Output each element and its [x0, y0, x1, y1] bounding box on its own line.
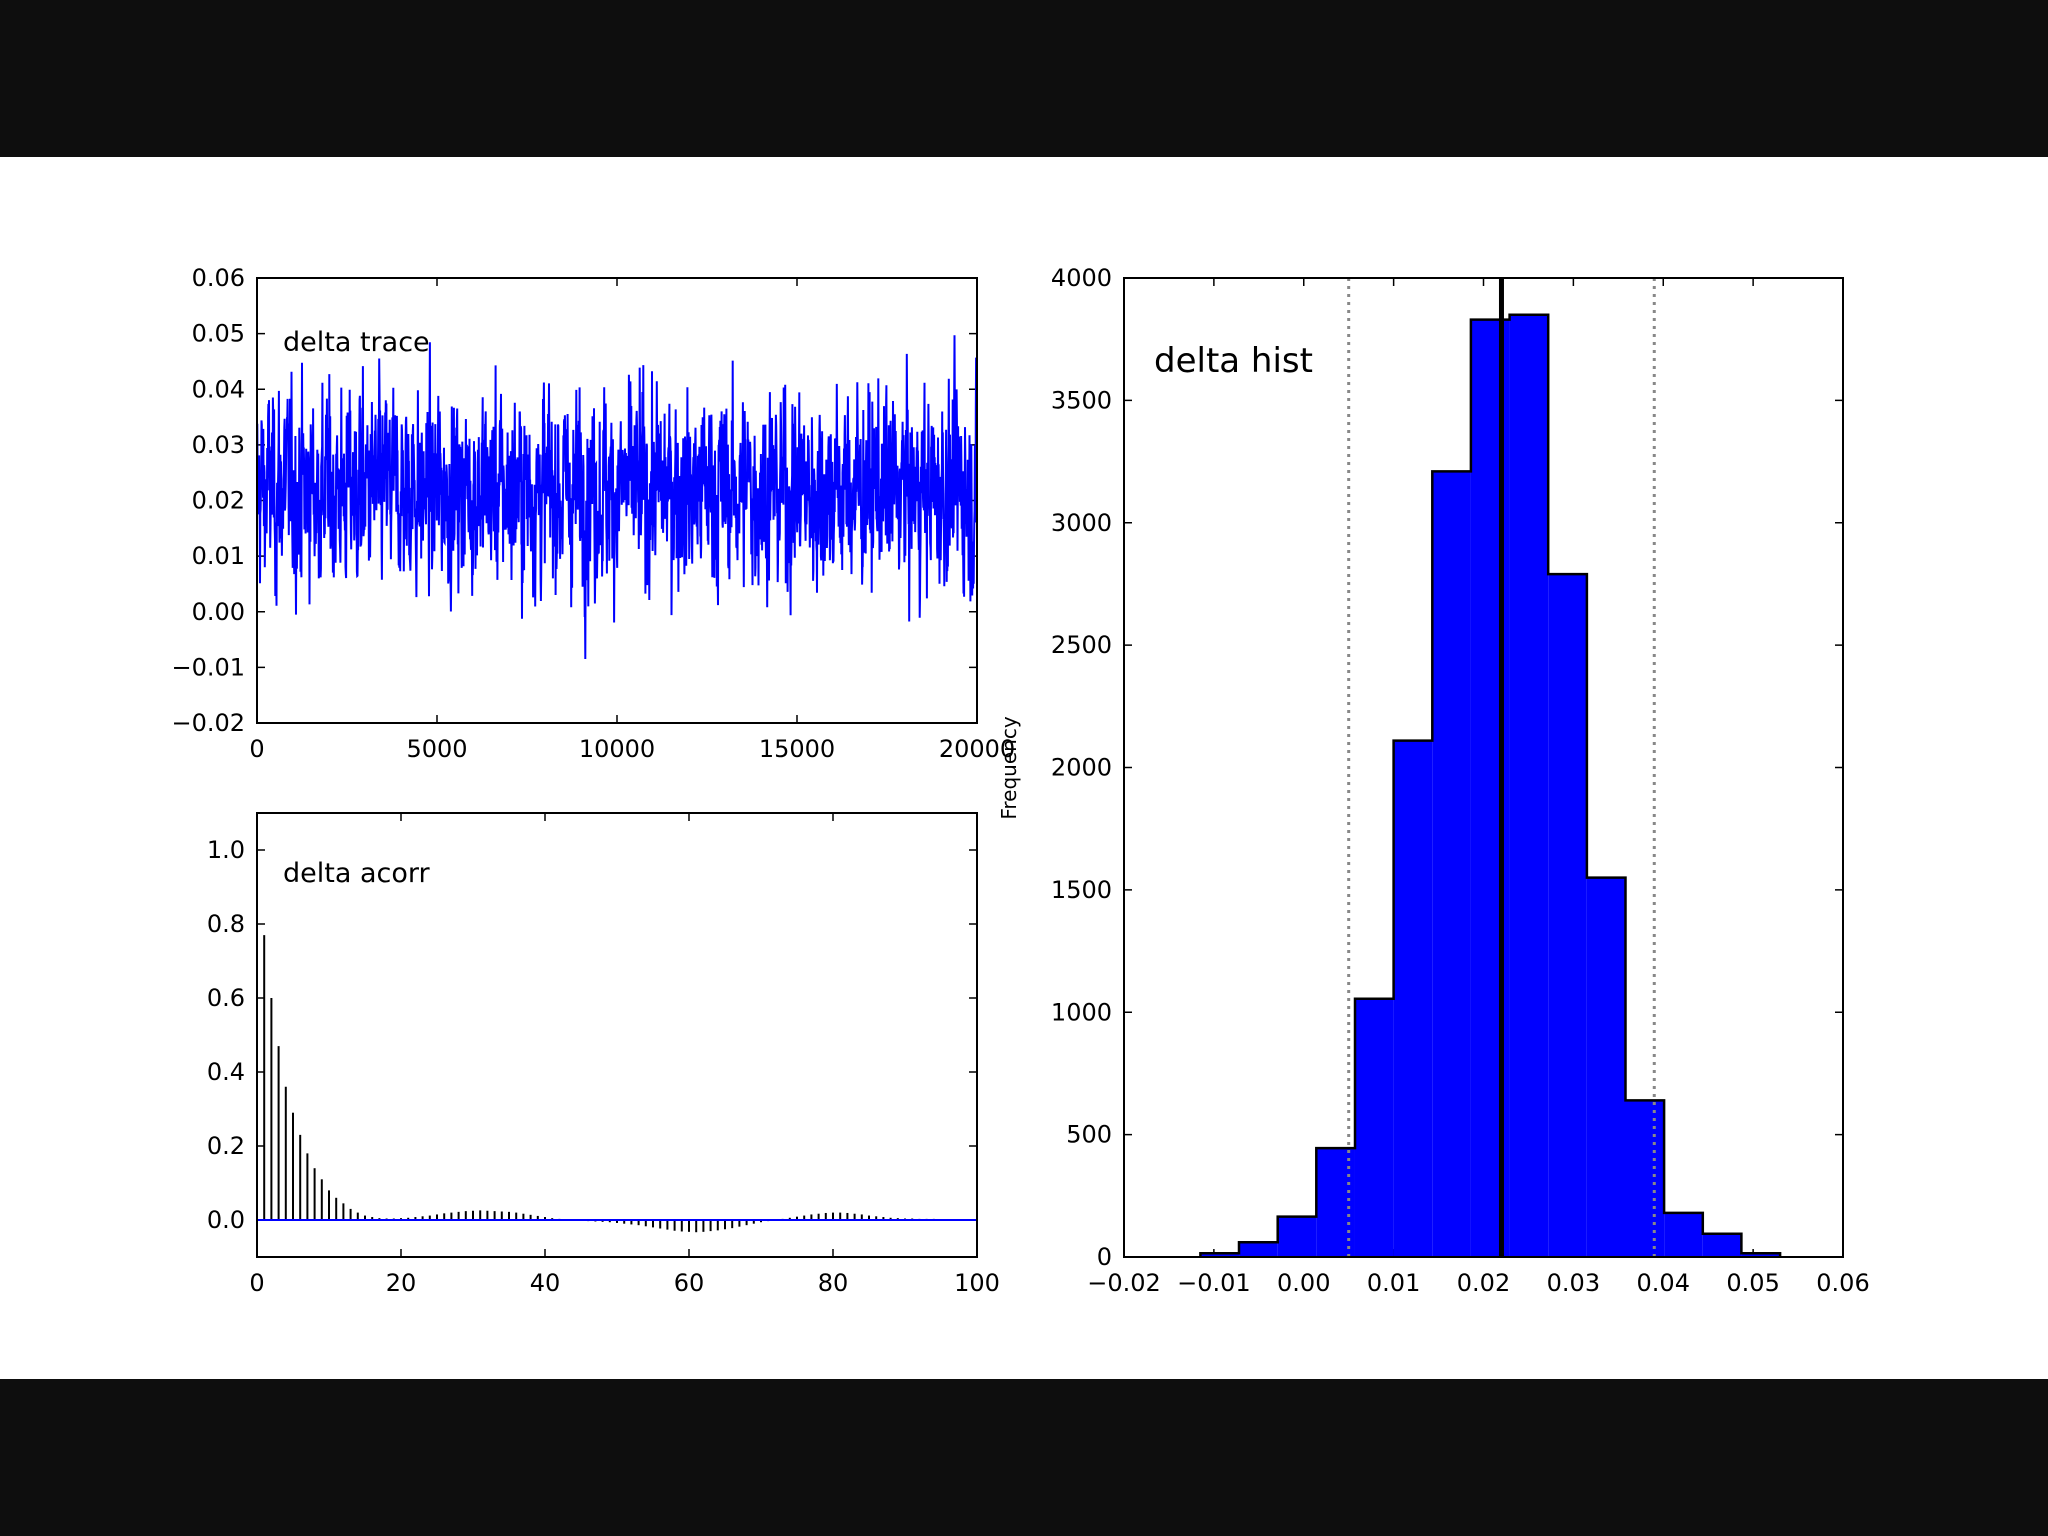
hist-bar [1625, 1100, 1665, 1257]
acorr-xtick-label: 0 [249, 1269, 264, 1297]
acorr-xtick-label: 20 [386, 1269, 417, 1297]
trace-frame [256, 277, 978, 724]
trace-ytick-label: 0.04 [192, 375, 245, 403]
hist-xtick-label: −0.02 [1087, 1269, 1161, 1297]
acorr-frame [256, 812, 978, 1258]
acorr-ytick-label: 0.8 [207, 910, 245, 938]
hist-xtick-label: −0.01 [1177, 1269, 1251, 1297]
letterbox-bottom [0, 1379, 2048, 1536]
trace-ytick-label: 0.03 [192, 431, 245, 459]
hist-ylabel: Frequency [997, 716, 1021, 819]
trace-xtick-label: 20000 [939, 735, 1015, 763]
hist-outline [1199, 313, 1782, 1257]
hist-ytick-label: 3500 [1051, 386, 1112, 414]
trace-title: delta trace [283, 327, 430, 358]
hist-bar [1393, 740, 1433, 1257]
acorr-ytick-label: 0.2 [207, 1132, 245, 1160]
hist-ytick-label: 500 [1066, 1121, 1112, 1149]
trace-ytick-label: 0.05 [192, 320, 245, 348]
acorr-ytick-label: 1.0 [207, 836, 245, 864]
figure: 0 5000 10000 15000 20000 −0.02 −0.01 0.00 0.01 0.… [0, 157, 2048, 1379]
acorr-xtick-label: 40 [530, 1269, 561, 1297]
hist-xtick-label: 0.06 [1816, 1269, 1869, 1297]
hist-bar [1432, 471, 1471, 1257]
hist-title: delta hist [1154, 341, 1313, 381]
acorr-ytick-label: 0.6 [207, 984, 245, 1012]
hist-bar [1664, 1212, 1703, 1257]
hist-xtick-label: 0.04 [1637, 1269, 1690, 1297]
hist-bar [1741, 1253, 1781, 1257]
hist-xtick-label: 0.01 [1367, 1269, 1420, 1297]
hist-bar [1277, 1216, 1317, 1257]
trace-series-line [257, 335, 977, 660]
hist-frame [1123, 277, 1844, 1258]
hist-xtick-label: 0.00 [1277, 1269, 1330, 1297]
hist-xtick-label: 0.03 [1547, 1269, 1600, 1297]
hist-ytick-label: 3000 [1051, 509, 1112, 537]
hist-bar [1509, 314, 1549, 1257]
acorr-xtick-label: 80 [818, 1269, 849, 1297]
acorr-title: delta acorr [283, 858, 431, 889]
trace-xtick-label: 10000 [579, 735, 655, 763]
trace-ytick-label: 0.06 [192, 264, 245, 292]
hist-xtick-label: 0.02 [1457, 1269, 1510, 1297]
trace-ytick-label: −0.01 [171, 653, 245, 681]
hist-ytick-label: 2000 [1051, 754, 1112, 782]
hist-bar [1586, 877, 1626, 1257]
acorr-ytick-label: 0.4 [207, 1058, 245, 1086]
acorr-xtick-label: 60 [674, 1269, 705, 1297]
trace-xtick-label: 0 [249, 735, 264, 763]
hist-ytick-label: 4000 [1051, 264, 1112, 292]
trace-xtick-label: 15000 [759, 735, 835, 763]
hist-bar [1548, 574, 1587, 1257]
hist-bar [1702, 1233, 1742, 1257]
hist-bar [1239, 1242, 1278, 1257]
hist-ytick-label: 2500 [1051, 631, 1112, 659]
trace-axes: 0 5000 10000 15000 20000 −0.02 −0.01 0.00 0.01 0.… [171, 264, 1015, 763]
trace-xtick-label: 5000 [406, 735, 467, 763]
acorr-axes: 0 20 40 60 80 100 0.0 0.2 0.4 0.6 0.8 1.0 [207, 813, 1000, 1297]
acorr-xtick-label: 100 [954, 1269, 1000, 1297]
hist-bar [1200, 1253, 1240, 1257]
trace-ytick-label: 0.00 [192, 598, 245, 626]
trace-ytick-label: 0.02 [192, 487, 245, 515]
hist-xtick-label: 0.05 [1726, 1269, 1779, 1297]
trace-ytick-label: −0.02 [171, 709, 245, 737]
hist-axes: −0.02 −0.01 0.00 0.01 0.02 0.03 0.04 0.05 0.06 0 5… [1051, 264, 1870, 1297]
letterbox-top [0, 0, 2048, 157]
hist-ytick-label: 1000 [1051, 998, 1112, 1026]
hist-ytick-label: 0 [1097, 1243, 1112, 1271]
acorr-ytick-label: 0.0 [207, 1206, 245, 1234]
hist-ytick-label: 1500 [1051, 876, 1112, 904]
hist-bar [1354, 998, 1394, 1257]
chart-svg: 0 5000 10000 15000 20000−0.02−0.010.000.010.… [171, 264, 1870, 1297]
trace-ytick-label: 0.01 [192, 542, 245, 570]
